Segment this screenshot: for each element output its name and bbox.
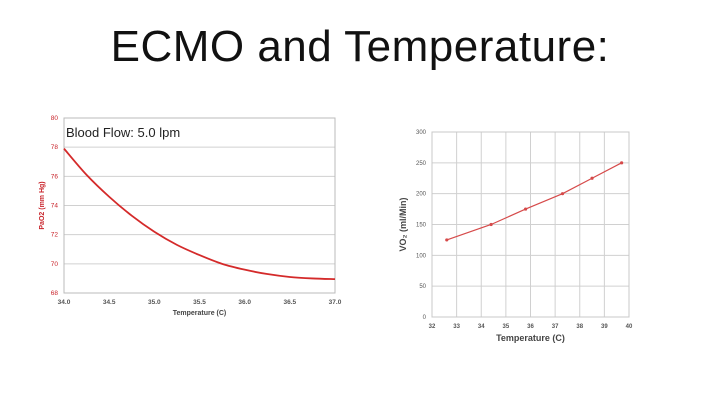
y-tick-label: 0 [423, 315, 427, 321]
x-tick-label: 36.0 [238, 299, 251, 306]
y-tick-label: 300 [416, 130, 427, 136]
x-tick-label: 36 [527, 324, 534, 330]
x-tick-label: 35.0 [148, 299, 161, 306]
x-tick-label: 38 [576, 324, 583, 330]
y-tick-label: 72 [51, 232, 59, 239]
plot-area-frame [431, 131, 630, 318]
x-tick-label: 33 [453, 324, 460, 330]
y-tick-label: 150 [416, 223, 427, 229]
x-tick-label: 39 [601, 324, 608, 330]
slide-title: ECMO and Temperature: [110, 22, 610, 71]
vo2-temperature-chart: 0 50 100 150 200 250 300 32 33 34 35 36 37 38 39 40 Temp… [398, 130, 633, 343]
y-tick-label: 200 [416, 192, 427, 198]
data-point [560, 192, 565, 196]
y-tick-label: 250 [416, 161, 427, 167]
series-line-pao2 [63, 148, 336, 281]
x-tick-label: 35.5 [193, 299, 206, 306]
y-tick-label: 70 [51, 261, 59, 268]
x-tick-label: 32 [429, 324, 436, 330]
y-tick-label: 74 [51, 203, 59, 210]
data-point [445, 238, 449, 242]
series-line-vo2 [446, 162, 622, 241]
x-tick-label: 34 [478, 324, 485, 330]
blood-flow-annotation: Blood Flow: 5.0 lpm [66, 125, 181, 140]
x-tick-label: 40 [626, 324, 633, 330]
y-axis-label: PaO2 (mm Hg) [39, 181, 46, 229]
data-point [523, 207, 528, 211]
x-axis-label: Temperature (C) [496, 333, 565, 343]
y-axis-label: VO₂ (ml/Min) [398, 198, 408, 252]
x-axis-label: Temperature (C) [173, 310, 227, 317]
y-tick-label: 100 [416, 253, 427, 259]
x-tick-label: 35 [503, 324, 510, 330]
x-tick-label: 34.0 [58, 299, 71, 306]
y-tick-label: 76 [51, 173, 59, 180]
x-tick-label: 37 [552, 324, 559, 330]
data-point [489, 222, 493, 227]
data-point [590, 176, 594, 180]
x-tick-label: 34.5 [103, 299, 116, 306]
y-tick-label: 78 [51, 144, 59, 151]
x-tick-label: 36.5 [284, 299, 297, 306]
y-tick-label: 68 [51, 290, 59, 297]
y-tick-label: 50 [419, 284, 426, 290]
data-point [620, 161, 624, 165]
x-tick-label: 37.0 [329, 299, 342, 306]
pao2-temperature-chart: 68 70 72 74 76 78 80 34.0 34.5 35.0 35.5 36.0 36.5 37… [39, 115, 342, 317]
plot-area-frame [63, 117, 336, 294]
y-tick-label: 80 [51, 115, 59, 122]
